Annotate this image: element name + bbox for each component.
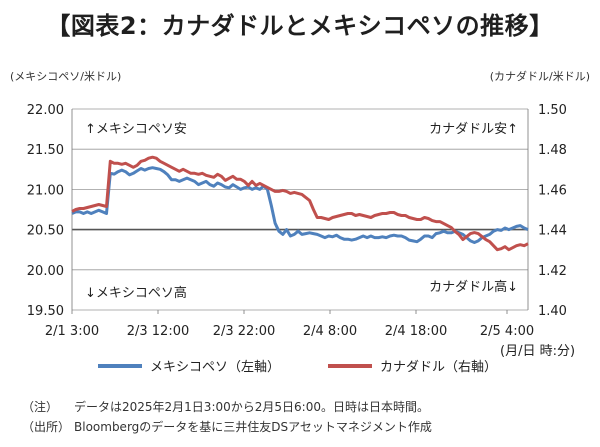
y-left-tick-label: 21.00 [27, 183, 64, 198]
x-tick-label: 2/4 18:00 [385, 324, 448, 339]
legend-item-mxn: メキシコペソ（左軸） [98, 356, 280, 375]
y-left-tick-label: 20.00 [27, 264, 64, 279]
legend-label-cad: カナダドル（右軸） [380, 360, 498, 375]
y-left-tick-label: 22.00 [27, 103, 64, 118]
left-axis-unit: (メキシコペソ/米ドル) [10, 70, 122, 83]
y-right-tick-label: 1.46 [538, 183, 567, 198]
annotation-top-right: カナダドル安↑ [429, 122, 518, 137]
legend-item-cad: カナダドル（右軸） [328, 356, 497, 375]
x-tick-label: 2/4 8:00 [303, 324, 357, 339]
note-label: （注） [22, 400, 59, 414]
annotation-top-left: ↑メキシコペソ安 [85, 122, 187, 137]
y-left-tick-label: 20.50 [27, 224, 64, 239]
y-left-tick-label: 19.50 [27, 304, 64, 319]
series-line-cad [71, 155, 529, 252]
y-left-tick-label: 21.50 [27, 143, 64, 158]
note-text: データは2025年2月1日3:00から2月5日6:00。日時は日本時間。 [74, 400, 429, 414]
x-tick-label: 2/3 22:00 [213, 324, 276, 339]
y-right-tick-label: 1.42 [538, 264, 567, 279]
x-tick-label: 2/3 12:00 [127, 324, 190, 339]
source-row: （出所） Bloombergのデータを基に三井住友DSアセットマネジメント作成 [22, 417, 432, 437]
page-title: 【図表2：カナダドルとメキシコペソの推移】 [46, 12, 554, 40]
y-right-tick-label: 1.44 [538, 224, 567, 239]
x-tick-label: 2/1 3:00 [45, 324, 99, 339]
notes: （注） データは2025年2月1日3:00から2月5日6:00。日時は日本時間。 … [22, 397, 432, 437]
annotation-bottom-left: ↓メキシコペソ高 [85, 285, 187, 301]
x-tick-label: 2/5 4:00 [480, 324, 534, 339]
series-line-mxn [71, 166, 529, 244]
legend-label-mxn: メキシコペソ（左軸） [150, 360, 281, 375]
annotation-bottom-right: カナダドル高↓ [429, 279, 518, 295]
y-right-tick-label: 1.50 [538, 103, 567, 118]
x-axis-unit: (月/日 時:分) [500, 344, 576, 359]
right-axis-unit: (カナダドル/米ドル) [489, 70, 590, 83]
source-text: Bloombergのデータを基に三井住友DSアセットマネジメント作成 [74, 420, 432, 434]
y-right-tick-label: 1.48 [538, 143, 567, 158]
note-row: （注） データは2025年2月1日3:00から2月5日6:00。日時は日本時間。 [22, 397, 432, 417]
legend-swatch-mxn [98, 363, 142, 368]
legend-swatch-cad [328, 363, 372, 368]
source-label: （出所） [22, 420, 71, 434]
y-right-tick-label: 1.40 [538, 304, 567, 319]
